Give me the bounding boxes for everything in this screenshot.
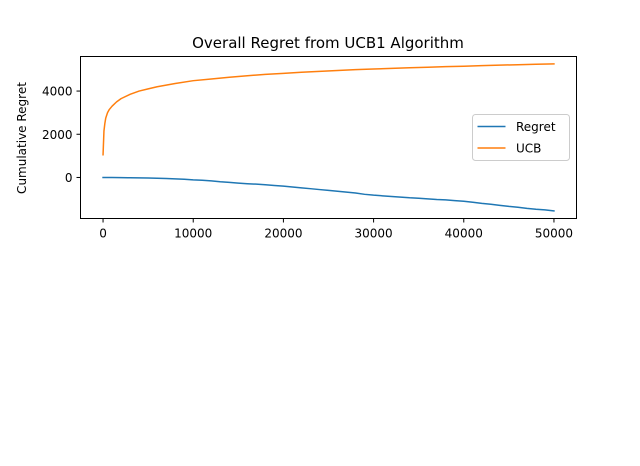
series-line-ucb [102, 63, 555, 156]
y-tick-label: 4000 [42, 85, 73, 99]
x-tick-label: 50000 [535, 227, 573, 241]
plot-area: 0 10000 20000 30000 40000 50000 0 2000 4000 [42, 56, 577, 241]
legend-label-ucb: UCB [516, 142, 541, 156]
y-axis-label: Cumulative Regret [15, 82, 29, 194]
chart-title: Overall Regret from UCB1 Algorithm [192, 34, 464, 52]
series-line-regret [102, 176, 555, 212]
x-tick-label: 10000 [174, 227, 212, 241]
series-lines [102, 63, 555, 212]
x-tick-label: 20000 [264, 227, 302, 241]
y-tick-label: 2000 [42, 128, 73, 142]
x-tick-label: 0 [99, 227, 107, 241]
legend-label-regret: Regret [516, 120, 556, 134]
axes-frame [80, 56, 577, 219]
legend: Regret UCB [472, 114, 570, 161]
y-tick-label: 0 [65, 171, 73, 185]
x-tick-label: 30000 [354, 227, 392, 241]
x-tick-label: 40000 [445, 227, 483, 241]
y-axis-ticks: 0 2000 4000 [42, 85, 81, 185]
x-axis-ticks: 0 10000 20000 30000 40000 50000 [99, 218, 573, 241]
